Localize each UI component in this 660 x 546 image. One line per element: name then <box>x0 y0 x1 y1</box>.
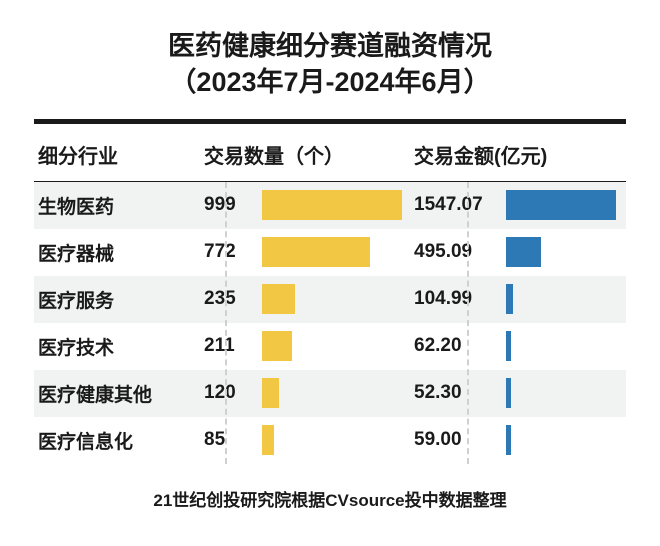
row-count-value: 120 <box>204 382 262 404</box>
table-row: 医疗服务235 104.99 <box>34 276 626 323</box>
row-count-cell: 211 <box>204 331 414 361</box>
row-amount-cell: 495.09 <box>414 237 626 267</box>
row-amount-bar <box>506 331 511 361</box>
chart-title: 医药健康细分赛道融资情况 （2023年7月-2024年6月） <box>34 28 626 101</box>
row-amount-value: 1547.07 <box>414 194 506 216</box>
row-count-cell: 772 <box>204 237 414 267</box>
row-count-bar <box>262 331 292 361</box>
row-count-value: 85 <box>204 429 262 451</box>
table-body: 生物医药999 1547.07 医疗器械772 495.09 医疗服务235 104.99… <box>34 182 626 464</box>
row-amount-cell: 104.99 <box>414 284 626 314</box>
column-divider <box>225 182 227 464</box>
row-count-bar <box>262 237 370 267</box>
row-amount-value: 52.30 <box>414 382 506 404</box>
row-amount-bar <box>506 237 541 267</box>
table-header: 细分行业 交易数量（个） 交易金额(亿元) <box>34 130 626 182</box>
table-row: 医疗健康其他120 52.30 <box>34 370 626 417</box>
row-amount-value: 62.20 <box>414 335 506 357</box>
row-count-cell: 120 <box>204 378 414 408</box>
row-count-value: 211 <box>204 335 262 357</box>
row-amount-bar <box>506 284 513 314</box>
row-count-bar <box>262 378 279 408</box>
row-count-bar <box>262 284 295 314</box>
row-industry: 生物医药 <box>34 192 204 219</box>
row-count-value: 235 <box>204 288 262 310</box>
table-row: 医疗技术211 62.20 <box>34 323 626 370</box>
row-amount-cell: 52.30 <box>414 378 626 408</box>
title-rule <box>34 119 626 124</box>
header-amount: 交易金额(亿元) <box>414 140 626 169</box>
table-row: 医疗器械772 495.09 <box>34 229 626 276</box>
row-amount-bar <box>506 425 511 455</box>
row-industry: 医疗信息化 <box>34 427 204 454</box>
row-amount-cell: 1547.07 <box>414 190 626 220</box>
row-industry: 医疗服务 <box>34 286 204 313</box>
row-count-value: 772 <box>204 241 262 263</box>
row-amount-value: 59.00 <box>414 429 506 451</box>
header-count: 交易数量（个） <box>204 140 414 169</box>
row-count-cell: 235 <box>204 284 414 314</box>
title-line-2: （2023年7月-2024年6月） <box>34 64 626 100</box>
row-count-cell: 85 <box>204 425 414 455</box>
table-row: 医疗信息化85 59.00 <box>34 417 626 464</box>
footer-source: 21世纪创投研究院根据CVsource投中数据整理 <box>34 486 626 511</box>
header-industry: 细分行业 <box>34 140 204 169</box>
row-amount-value: 495.09 <box>414 241 506 263</box>
row-amount-cell: 62.20 <box>414 331 626 361</box>
row-count-cell: 999 <box>204 190 414 220</box>
row-amount-cell: 59.00 <box>414 425 626 455</box>
row-industry: 医疗健康其他 <box>34 380 204 407</box>
row-count-value: 999 <box>204 194 262 216</box>
row-count-bar <box>262 425 274 455</box>
row-amount-bar <box>506 190 616 220</box>
row-amount-value: 104.99 <box>414 288 506 310</box>
title-line-1: 医药健康细分赛道融资情况 <box>34 28 626 64</box>
row-count-bar <box>262 190 402 220</box>
row-amount-bar <box>506 378 511 408</box>
table-row: 生物医药999 1547.07 <box>34 182 626 229</box>
column-divider <box>467 182 469 464</box>
row-industry: 医疗器械 <box>34 239 204 266</box>
row-industry: 医疗技术 <box>34 333 204 360</box>
